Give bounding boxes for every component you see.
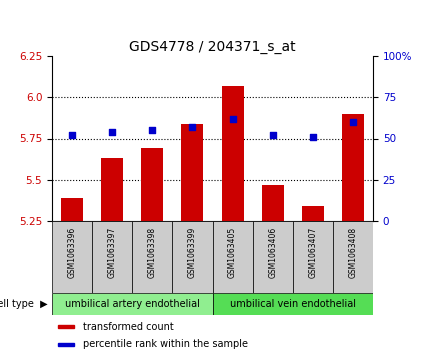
Bar [132,221,173,293]
Text: GSM1063407: GSM1063407 [308,227,317,278]
Bar [52,221,92,293]
Point [69,132,76,138]
Point [189,124,196,130]
Bar [58,325,74,329]
Bar [302,206,324,221]
Text: GSM1063408: GSM1063408 [348,227,357,278]
Bar [221,86,244,221]
Text: GSM1063398: GSM1063398 [148,227,157,278]
Text: GSM1063397: GSM1063397 [108,227,117,278]
Bar [101,158,123,221]
Text: GSM1063406: GSM1063406 [268,227,277,278]
Bar [141,148,163,221]
Text: umbilical artery endothelial: umbilical artery endothelial [65,299,200,309]
Bar [212,293,373,315]
Text: transformed count: transformed count [83,322,174,332]
Bar [173,221,212,293]
Bar [92,221,132,293]
Text: umbilical vein endothelial: umbilical vein endothelial [230,299,356,309]
Bar [58,343,74,346]
Text: GSM1063399: GSM1063399 [188,227,197,278]
Point [309,134,316,140]
Bar [262,185,284,221]
Bar [212,221,252,293]
Bar [342,114,364,221]
Point [349,119,356,125]
Bar [333,221,373,293]
Point [109,129,116,135]
Bar [52,293,212,315]
Bar [252,221,293,293]
Bar [181,124,204,221]
Point [229,116,236,122]
Text: GSM1063405: GSM1063405 [228,227,237,278]
Point [269,132,276,138]
Bar [61,198,83,221]
Bar [293,221,333,293]
Title: GDS4778 / 204371_s_at: GDS4778 / 204371_s_at [129,40,296,54]
Text: GSM1063396: GSM1063396 [68,227,76,278]
Text: percentile rank within the sample: percentile rank within the sample [83,339,249,350]
Text: cell type  ▶: cell type ▶ [0,299,48,309]
Point [149,127,156,133]
